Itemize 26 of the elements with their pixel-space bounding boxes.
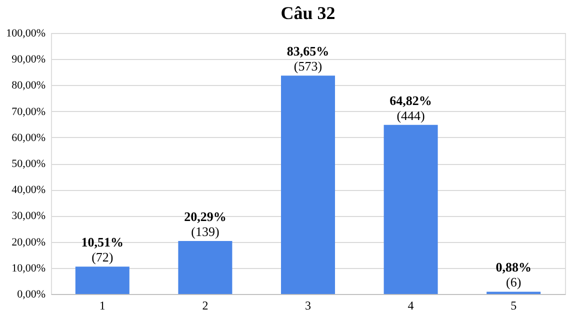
x-tick-label: 1	[99, 298, 106, 312]
x-tick-label: 2	[202, 298, 208, 312]
text: 64,82% (444)	[390, 92, 432, 123]
y-tick-label: 60,00%	[12, 132, 46, 144]
bar	[75, 266, 130, 294]
y-tick-label: 0,00%	[17, 288, 46, 300]
chart-title: Câu 32	[280, 3, 336, 23]
bar	[281, 76, 335, 294]
x-tick-label: 4	[408, 298, 414, 312]
y-tick-label: 80,00%	[12, 80, 46, 92]
y-tick-label: 70,00%	[12, 106, 46, 118]
text: 20,29% (139)	[184, 209, 226, 240]
bar	[384, 124, 438, 294]
y-tick-label: 100,00%	[6, 28, 46, 40]
text: 10,51% (72)	[81, 234, 124, 265]
y-tick-label: 10,00%	[12, 262, 46, 274]
text: 83,65% (573)	[286, 44, 330, 74]
y-tick-label: 50,00%	[12, 158, 46, 170]
y-tick-label: 90,00%	[12, 54, 46, 66]
bar	[178, 241, 232, 294]
y-tick-label: 20,00%	[12, 236, 46, 248]
y-tick-label: 40,00%	[12, 184, 46, 196]
y-tick-label: 30,00%	[12, 210, 46, 222]
text: 0,88% (6)	[496, 260, 532, 290]
x-tick-label: 5	[510, 298, 517, 312]
x-tick-label: 3	[305, 298, 311, 312]
